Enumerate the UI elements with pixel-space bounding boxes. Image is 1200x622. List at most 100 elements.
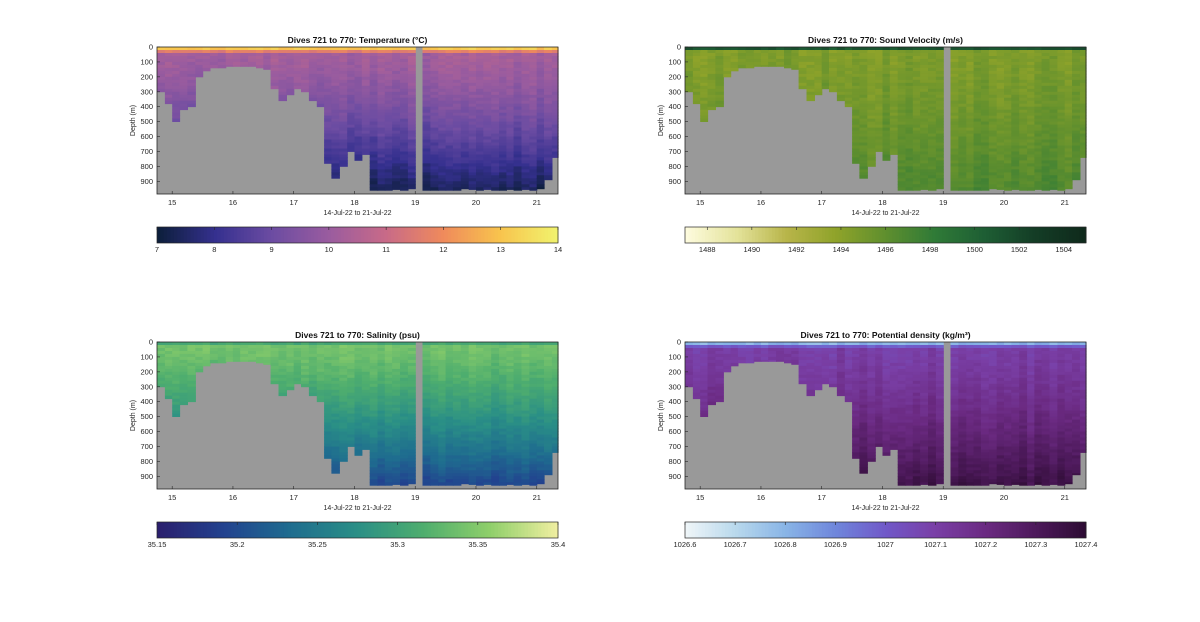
heatmap-cell	[852, 133, 860, 137]
heatmap-cell	[476, 473, 484, 477]
heatmap-cell	[1041, 70, 1051, 75]
heatmap-cell	[347, 416, 356, 420]
heatmap-cell	[912, 127, 921, 131]
heatmap-cell	[1027, 118, 1035, 122]
heatmap-cell	[172, 395, 181, 400]
heatmap-cell	[875, 148, 884, 152]
heatmap-cell	[316, 359, 325, 364]
heatmap-cell	[685, 82, 694, 87]
heatmap-cell	[452, 88, 462, 93]
heatmap-cell	[354, 154, 363, 158]
heatmap-cell	[521, 112, 530, 117]
heatmap-cell	[1041, 121, 1051, 125]
heatmap-cell	[1041, 94, 1051, 99]
heatmap-cell	[700, 53, 709, 57]
x-tick-label: 15	[168, 198, 176, 207]
heatmap-cell	[980, 118, 990, 122]
heatmap-cell	[422, 383, 431, 388]
heatmap-cell	[354, 88, 363, 93]
heatmap-cell	[920, 91, 929, 96]
heatmap-cell	[1049, 70, 1058, 75]
heatmap-cell	[445, 342, 454, 346]
heatmap-cell	[1034, 76, 1043, 81]
x-tick-label: 21	[1061, 198, 1069, 207]
heatmap-cell	[491, 187, 500, 191]
heatmap-cell	[392, 473, 401, 477]
heatmap-cell	[369, 473, 379, 477]
heatmap-cell	[821, 47, 830, 51]
heatmap-cell	[715, 82, 724, 87]
heatmap-cell	[400, 163, 409, 167]
heatmap-cell	[179, 82, 188, 87]
heatmap-cell	[491, 58, 500, 63]
heatmap-cell	[187, 82, 196, 87]
heatmap-cell	[452, 482, 462, 486]
heatmap-cell	[430, 133, 439, 137]
heatmap-cell	[225, 61, 234, 66]
heatmap-cell	[1049, 47, 1058, 51]
heatmap-cell	[347, 371, 356, 376]
heatmap-cell	[270, 356, 280, 361]
heatmap-cell	[829, 67, 838, 72]
heatmap-cell	[521, 145, 530, 149]
heatmap-cell	[551, 100, 559, 105]
heatmap-cell	[905, 127, 914, 131]
heatmap-cell	[392, 365, 401, 370]
heatmap-cell	[950, 79, 959, 84]
heatmap-cell	[347, 145, 356, 149]
heatmap-cell	[1049, 121, 1058, 125]
heatmap-cell	[400, 58, 409, 63]
heatmap-cell	[980, 115, 990, 119]
heatmap-cell	[1064, 112, 1073, 117]
heatmap-cell	[195, 56, 204, 60]
colorbar-segment	[267, 227, 272, 243]
heatmap-cell	[1041, 157, 1051, 161]
heatmap-cell	[347, 428, 356, 432]
heatmap-cell	[1019, 67, 1028, 72]
heatmap-cell	[1057, 73, 1066, 78]
heatmap-cell	[347, 365, 356, 370]
heatmap-cell	[301, 47, 310, 51]
heatmap-cell	[347, 91, 356, 96]
heatmap-cell	[859, 118, 868, 122]
heatmap-cell	[973, 157, 982, 161]
heatmap-cell	[1049, 184, 1058, 188]
colorbar-segment	[815, 227, 820, 243]
colorbar-segment	[200, 227, 205, 243]
heatmap-cell	[331, 449, 340, 453]
colorbar-segment	[908, 227, 913, 243]
heatmap-cell	[513, 47, 523, 51]
heatmap-cell	[1057, 139, 1066, 143]
heatmap-cell	[859, 115, 868, 119]
heatmap-cell	[506, 172, 515, 176]
heatmap-cell	[347, 142, 356, 146]
heatmap-cell	[1064, 148, 1073, 152]
heatmap-cell	[164, 58, 173, 63]
heatmap-cell	[438, 395, 447, 400]
heatmap-cell	[384, 47, 393, 51]
heatmap-cell	[468, 404, 477, 409]
heatmap-cell	[491, 410, 500, 414]
heatmap-cell	[1041, 109, 1051, 114]
colorbar-segment	[731, 227, 736, 243]
heatmap-cell	[164, 348, 173, 352]
heatmap-cell	[875, 61, 884, 66]
heatmap-cell	[1049, 136, 1058, 140]
heatmap-cell	[407, 106, 416, 111]
heatmap-cell	[1057, 106, 1066, 111]
heatmap-cell	[491, 437, 500, 441]
heatmap-cell	[422, 85, 431, 90]
heatmap-cell	[392, 434, 401, 438]
heatmap-cell	[400, 428, 409, 432]
heatmap-cell	[460, 458, 470, 462]
heatmap-cell	[814, 85, 823, 90]
heatmap-cell	[1011, 148, 1020, 152]
heatmap-cell	[468, 356, 477, 361]
heatmap-cell	[377, 386, 386, 391]
heatmap-cell	[172, 61, 181, 66]
colorbar-tick-label: 1502	[1011, 245, 1028, 254]
heatmap-cell	[867, 139, 876, 143]
heatmap-cell	[483, 154, 492, 158]
heatmap-cell	[700, 115, 709, 119]
heatmap-cell	[483, 142, 492, 146]
